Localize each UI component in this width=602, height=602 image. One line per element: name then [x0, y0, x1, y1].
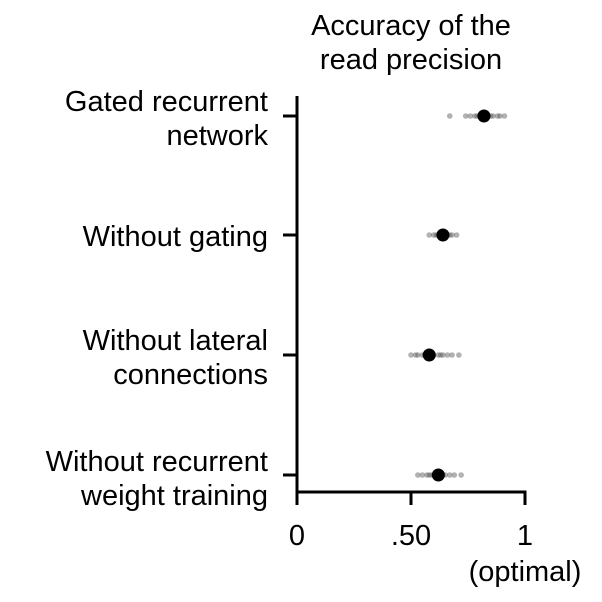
sample-point-1-0: [426, 232, 433, 238]
y-label-gated-recurrent-network-2: network: [166, 120, 268, 152]
mean-point-0: [477, 109, 491, 123]
y-label-gated-recurrent-network-1: Gated recurrent: [64, 86, 268, 118]
sample-point-3-11: [446, 472, 453, 478]
y-label-without-lateral-connections-2: connections: [113, 359, 268, 391]
sample-point-1-9: [449, 232, 455, 238]
chart-title-line-2: read precision: [319, 44, 503, 76]
y-label-without-recurrent-weight-training-2: weight training: [81, 480, 268, 512]
sample-point-2-13: [449, 352, 455, 358]
sample-point-2-12: [444, 352, 451, 358]
sample-point-2-11: [440, 352, 446, 358]
sample-point-2-1: [412, 352, 419, 358]
sample-point-2-14: [456, 352, 462, 358]
y-label-without-recurrent-weight-training-1: Without recurrent: [45, 446, 268, 478]
sample-point-3-12: [451, 472, 458, 478]
sample-point-2-2: [415, 352, 421, 358]
mean-point-3: [431, 468, 445, 482]
sample-point-3-3: [426, 472, 433, 478]
sample-point-0-2: [467, 113, 474, 119]
mean-point-1: [436, 228, 450, 242]
sample-point-0-12: [497, 113, 503, 119]
sample-point-2-0: [408, 352, 414, 358]
sample-point-0-3: [472, 113, 478, 119]
x-axis-note: (optimal): [468, 556, 582, 588]
sample-point-0-0: [446, 113, 453, 119]
sample-point-0-13: [501, 113, 508, 119]
sample-point-3-2: [424, 472, 430, 478]
sample-point-0-11: [494, 113, 501, 119]
sample-point-3-0: [415, 472, 421, 478]
sample-point-1-10: [453, 232, 460, 238]
sample-point-0-1: [462, 113, 469, 119]
y-label-without-lateral-connections-1: Without lateral: [82, 325, 268, 357]
mean-point-2: [422, 348, 436, 362]
sample-point-0-10: [490, 113, 496, 119]
x-tick-label-1: 1: [516, 520, 534, 552]
x-tick-label-0: 0: [288, 520, 306, 552]
sample-point-2-10: [437, 352, 444, 358]
y-label-without-gating: Without gating: [82, 221, 268, 253]
chart-title-line-1: Accuracy of the: [311, 10, 511, 42]
sample-point-1-1: [431, 232, 437, 238]
sample-point-3-13: [458, 472, 464, 478]
x-tick-label-050: .50: [390, 520, 432, 552]
sample-point-2-9: [435, 352, 442, 358]
sample-point-3-1: [419, 472, 426, 478]
